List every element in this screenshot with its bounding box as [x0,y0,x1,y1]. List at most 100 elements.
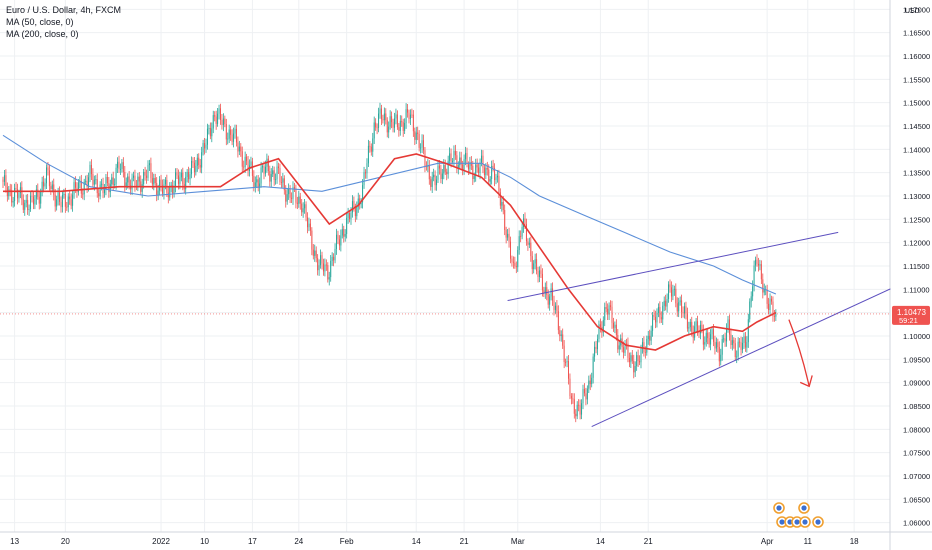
candle-body[interactable] [420,147,422,149]
candle-body[interactable] [269,171,271,182]
candle-body[interactable] [507,233,509,238]
candle-body[interactable] [396,114,398,128]
candle-body[interactable] [321,255,323,264]
candle-body[interactable] [436,179,438,186]
candle-body[interactable] [47,167,49,171]
candle-body[interactable] [111,177,113,185]
candle-body[interactable] [549,296,551,305]
candle-body[interactable] [711,329,713,335]
candle-body[interactable] [704,342,706,345]
candle-body[interactable] [43,181,45,187]
candle-body[interactable] [77,182,79,193]
candle-body[interactable] [701,324,703,331]
candle-body[interactable] [597,338,598,350]
candle-body[interactable] [440,168,442,179]
candle-body[interactable] [466,152,468,165]
candle-body[interactable] [628,357,630,363]
candle-body[interactable] [447,160,449,175]
candle-body[interactable] [59,192,61,202]
candle-body[interactable] [283,178,285,191]
candle-body[interactable] [86,180,88,187]
candle-body[interactable] [505,230,507,238]
candle-body[interactable] [483,167,485,176]
candle-body[interactable] [295,188,297,203]
candle-body[interactable] [180,172,182,178]
candle-body[interactable] [93,179,95,185]
candle-body[interactable] [124,172,126,187]
candle-body[interactable] [771,298,772,302]
candle-body[interactable] [379,108,381,114]
ma50-line[interactable] [3,153,777,351]
candle-body[interactable] [472,165,474,179]
candle-body[interactable] [744,336,746,348]
candle-body[interactable] [30,195,32,210]
candle-body[interactable] [575,413,577,417]
candle-body[interactable] [344,234,346,237]
candle-body[interactable] [614,324,616,328]
candle-body[interactable] [56,199,58,207]
candle-body[interactable] [498,175,500,193]
candle-body[interactable] [541,273,543,291]
candle-body[interactable] [109,184,111,193]
candle-body[interactable] [9,189,11,191]
candle-body[interactable] [285,190,287,202]
candle-body[interactable] [598,324,600,339]
candle-body[interactable] [179,177,181,184]
candle-body[interactable] [459,157,461,166]
candle-body[interactable] [315,250,317,259]
candle-body[interactable] [137,176,139,186]
candle-body[interactable] [191,160,192,175]
candle-body[interactable] [515,265,517,268]
candle-body[interactable] [623,347,625,353]
candle-body[interactable] [224,118,226,125]
candle-body[interactable] [746,342,748,348]
candle-body[interactable] [208,127,210,129]
candle-body[interactable] [366,163,368,174]
candle-body[interactable] [634,366,636,373]
candle-body[interactable] [350,212,352,220]
candle-body[interactable] [540,270,542,274]
candle-body[interactable] [753,265,755,287]
candle-body[interactable] [25,199,27,203]
candle-body[interactable] [22,199,24,210]
candle-body[interactable] [449,153,451,161]
candle-body[interactable] [37,189,39,197]
candle-body[interactable] [115,167,117,185]
candle-body[interactable] [414,131,416,140]
candle-body[interactable] [289,188,291,198]
candle-body[interactable] [476,164,478,168]
candle-body[interactable] [539,270,540,277]
candle-body[interactable] [263,166,265,174]
candle-body[interactable] [630,355,632,363]
candle-body[interactable] [417,132,419,135]
candle-body[interactable] [525,224,527,242]
candle-body[interactable] [338,239,340,246]
candle-body[interactable] [573,399,575,414]
candle-body[interactable] [572,398,574,400]
candle-body[interactable] [121,162,123,169]
candle-body[interactable] [144,171,146,176]
candle-body[interactable] [150,163,152,179]
candle-body[interactable] [264,166,266,174]
candle-body[interactable] [469,162,471,170]
candle-body[interactable] [27,199,29,211]
candle-body[interactable] [173,186,175,194]
candle-body[interactable] [73,182,75,195]
candle-body[interactable] [64,193,66,207]
candle-body[interactable] [35,189,37,199]
upper-trendline[interactable] [507,231,839,302]
candle-body[interactable] [713,329,714,342]
candle-body[interactable] [176,172,178,176]
candle-body[interactable] [362,185,364,203]
candle-body[interactable] [673,288,675,290]
candle-body[interactable] [304,204,306,209]
candle-body[interactable] [637,355,639,362]
candle-body[interactable] [408,112,410,120]
candle-body[interactable] [318,265,320,271]
candle-body[interactable] [253,175,255,188]
forecast-arrow[interactable] [788,319,810,387]
candle-body[interactable] [257,179,259,188]
ma200-legend[interactable]: MA (200, close, 0) [6,29,79,39]
candle-body[interactable] [681,300,683,313]
candle-body[interactable] [641,342,643,349]
